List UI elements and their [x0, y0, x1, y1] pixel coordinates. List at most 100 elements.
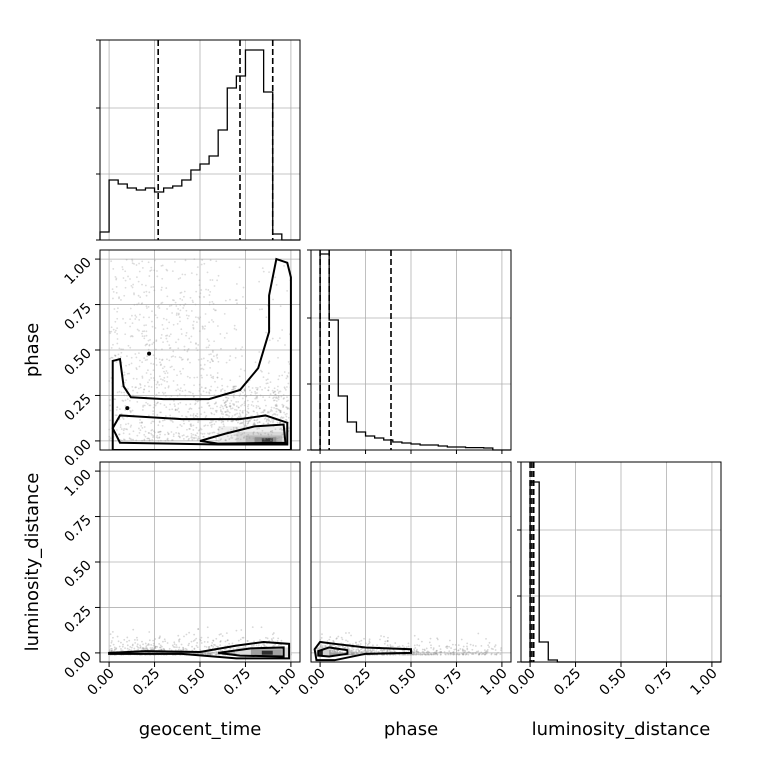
scatter-point	[132, 283, 135, 286]
scatter-point	[433, 652, 436, 655]
scatter-point	[161, 264, 164, 267]
scatter-point	[198, 295, 201, 298]
scatter-point	[452, 651, 455, 654]
scatter-point	[196, 439, 199, 441]
scatter-point	[266, 422, 269, 425]
scatter-point	[251, 626, 254, 628]
scatter-point	[276, 397, 279, 400]
scatter-point	[199, 292, 202, 295]
scatter-point	[222, 413, 225, 416]
scatter-point	[200, 636, 203, 639]
contour-core	[199, 423, 287, 445]
scatter-point	[436, 637, 439, 640]
scatter-point	[250, 391, 253, 394]
scatter-point	[216, 357, 219, 359]
scatter-point	[462, 651, 465, 654]
scatter-point	[452, 650, 455, 653]
scatter-point	[208, 404, 210, 407]
scatter-point	[273, 390, 276, 393]
scatter-point	[338, 652, 341, 655]
scatter-point	[170, 304, 173, 307]
x-tick-label: 0.75	[221, 666, 254, 699]
scatter-point	[201, 367, 204, 370]
scatter-point	[485, 650, 488, 652]
scatter-point	[135, 367, 138, 369]
density-fill	[108, 257, 503, 662]
scatter-point	[245, 425, 248, 427]
scatter-point	[192, 429, 195, 431]
scatter-point	[207, 432, 209, 435]
scatter-point	[219, 333, 222, 335]
scatter-point	[166, 269, 169, 272]
scatter-point	[241, 409, 244, 412]
scatter-point	[345, 632, 347, 634]
scatter-point	[185, 648, 188, 651]
scatter-point	[219, 649, 222, 652]
scatter-point	[126, 640, 128, 643]
scatter-point	[120, 428, 123, 430]
scatter-point	[166, 340, 169, 343]
scatter-point	[205, 391, 208, 394]
scatter-point	[254, 361, 257, 364]
scatter-point	[485, 652, 488, 655]
scatter-point	[219, 640, 222, 643]
scatter-point	[177, 388, 179, 391]
scatter-point	[335, 651, 338, 654]
scatter-point	[173, 299, 175, 302]
scatter-point	[229, 404, 232, 407]
scatter-point	[160, 337, 162, 340]
scatter-point	[265, 636, 267, 639]
scatter-point	[247, 422, 250, 425]
scatter-point	[238, 412, 241, 415]
scatter-point	[222, 423, 225, 426]
scatter-point	[177, 313, 180, 316]
scatter-point	[477, 653, 480, 656]
scatter-point	[169, 366, 172, 369]
scatter-point	[279, 421, 282, 424]
scatter-point	[258, 351, 261, 353]
scatter-point	[146, 648, 149, 651]
scatter-point	[110, 346, 113, 349]
scatter-point	[362, 650, 365, 653]
scatter-point	[175, 341, 177, 344]
scatter-point	[271, 639, 274, 642]
scatter-point	[268, 271, 270, 274]
scatter-point	[390, 645, 392, 648]
scatter-point	[265, 331, 267, 334]
scatter-point	[137, 280, 140, 283]
scatter-point	[272, 421, 274, 424]
scatter-point	[413, 644, 416, 647]
scatter-point	[270, 408, 273, 411]
scatter-point	[242, 423, 245, 426]
scatter-point	[261, 411, 264, 414]
scatter-point	[211, 279, 214, 281]
scatter-point	[163, 419, 166, 422]
scatter-point	[173, 368, 175, 371]
scatter-point	[188, 427, 191, 430]
scatter-point	[394, 642, 397, 644]
scatter-point	[264, 387, 266, 389]
scatter-point	[160, 363, 162, 366]
scatter-point	[168, 408, 171, 411]
scatter-point	[172, 645, 175, 648]
scatter-point	[190, 272, 193, 275]
contour-blip	[147, 351, 152, 356]
scatter-point	[237, 415, 240, 418]
scatter-point	[350, 646, 353, 649]
scatter-point	[246, 639, 249, 642]
scatter-point	[141, 427, 144, 429]
scatter-point	[239, 393, 242, 396]
scatter-point	[132, 389, 134, 392]
scatter-point	[386, 649, 389, 652]
scatter-point	[108, 435, 111, 438]
scatter-point	[224, 411, 227, 414]
scatter-point	[160, 264, 163, 267]
scatter-point	[261, 370, 263, 373]
scatter-point	[359, 648, 362, 651]
scatter-point	[150, 644, 153, 646]
scatter-point	[211, 349, 214, 352]
scatter-point	[432, 653, 435, 656]
scatter-point	[161, 358, 164, 361]
scatter-point	[215, 653, 218, 656]
scatter-point	[124, 270, 127, 273]
